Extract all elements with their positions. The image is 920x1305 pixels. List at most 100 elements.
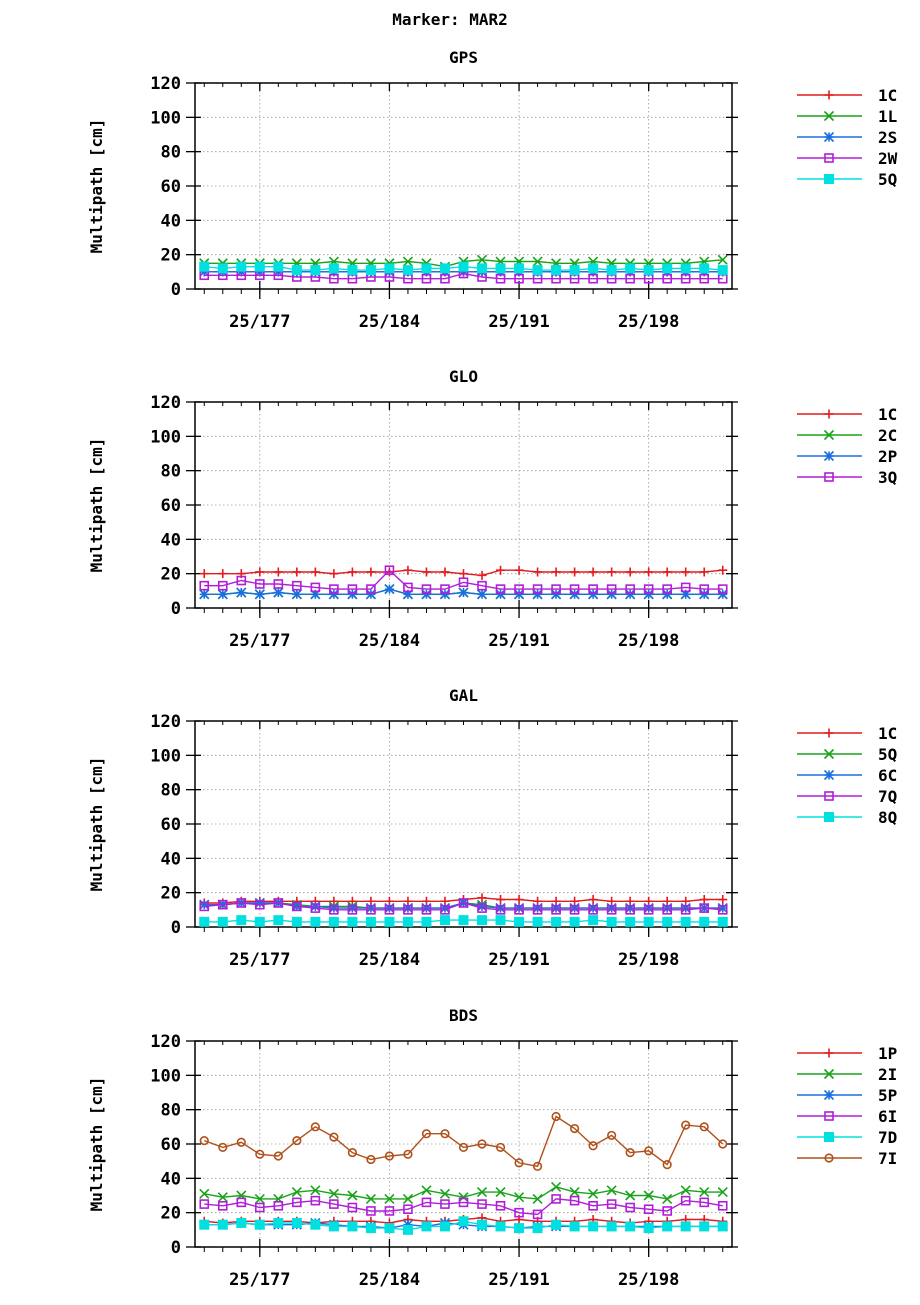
data-point — [421, 584, 432, 594]
data-point — [551, 1194, 561, 1204]
legend-item: 1C — [797, 724, 897, 743]
data-point — [217, 589, 228, 600]
legend-label: 5P — [878, 1086, 897, 1105]
legend-label: 7Q — [878, 787, 897, 806]
data-point — [310, 1219, 321, 1230]
data-point — [421, 1221, 432, 1232]
data-point — [217, 899, 228, 910]
data-point — [681, 1120, 691, 1130]
data-point — [403, 582, 413, 593]
data-point — [588, 905, 598, 915]
series-1c — [199, 565, 728, 580]
data-point — [588, 263, 599, 274]
data-point — [255, 1149, 265, 1159]
data-point — [588, 895, 598, 905]
x-tick-label: 25/184 — [359, 950, 420, 970]
data-point — [588, 1188, 599, 1199]
y-tick-label: 60 — [161, 1135, 181, 1155]
data-point — [217, 1201, 228, 1211]
x-tick-label: 25/191 — [488, 312, 549, 332]
legend-item: 7D — [797, 1128, 897, 1147]
data-point — [495, 273, 506, 284]
data-point — [643, 1223, 654, 1234]
data-point — [458, 1142, 469, 1153]
data-point — [236, 1217, 247, 1228]
data-point — [662, 584, 672, 594]
data-point — [292, 567, 302, 577]
data-point — [717, 589, 728, 600]
data-point — [199, 580, 210, 591]
data-point — [717, 265, 728, 276]
legend-marker — [824, 1111, 834, 1121]
data-point — [533, 567, 543, 577]
data-point — [366, 1206, 376, 1216]
data-point — [236, 1137, 246, 1147]
data-point — [625, 903, 636, 914]
data-point — [199, 1199, 210, 1209]
data-point — [551, 1219, 562, 1230]
data-point — [273, 915, 284, 926]
data-point — [458, 266, 469, 277]
data-point — [717, 905, 728, 915]
legend-item: 7I — [797, 1149, 897, 1168]
legend-item: 1C — [797, 86, 897, 105]
data-point — [569, 1195, 580, 1206]
data-point — [680, 1221, 691, 1232]
data-point — [273, 567, 283, 577]
data-point — [625, 273, 635, 284]
data-point — [329, 905, 339, 915]
data-point — [532, 1223, 543, 1234]
data-point — [569, 916, 580, 927]
data-point — [199, 1135, 209, 1146]
legend-marker — [824, 409, 834, 419]
data-point — [606, 916, 617, 927]
y-tick-label: 80 — [161, 781, 181, 801]
data-point — [366, 584, 376, 594]
data-point — [347, 916, 358, 927]
data-point — [477, 903, 487, 913]
series-2p — [199, 584, 728, 600]
figure-title: Marker: MAR2 — [392, 10, 508, 29]
data-point — [255, 567, 265, 577]
y-tick-label: 120 — [150, 74, 181, 94]
legend-marker — [824, 90, 834, 100]
data-point — [292, 901, 302, 912]
data-point — [254, 1219, 265, 1230]
data-point — [291, 589, 302, 600]
x-tick-label: 25/177 — [229, 1270, 290, 1290]
legend-item: 3Q — [797, 468, 897, 487]
data-point — [570, 567, 580, 577]
data-point — [606, 584, 617, 594]
data-point — [514, 916, 525, 927]
series-line — [204, 1115, 724, 1168]
data-point — [680, 903, 691, 914]
data-point — [402, 256, 414, 267]
data-point — [217, 1192, 228, 1203]
data-point — [402, 916, 413, 927]
data-point — [458, 261, 469, 272]
data-point — [273, 261, 284, 272]
legend-label: 1C — [878, 405, 897, 424]
data-point — [255, 1202, 265, 1213]
data-point — [680, 273, 691, 284]
data-point — [402, 265, 413, 276]
data-point — [310, 582, 321, 593]
data-point — [643, 1190, 654, 1201]
y-tick-label: 120 — [150, 1032, 181, 1052]
data-point — [588, 1221, 599, 1232]
data-point — [384, 916, 395, 927]
data-point — [569, 589, 580, 600]
data-point — [402, 903, 414, 914]
data-point — [699, 903, 710, 913]
data-point — [662, 1159, 672, 1170]
data-point — [347, 1221, 358, 1232]
data-point — [680, 589, 691, 600]
data-point — [551, 1181, 562, 1192]
data-point — [606, 903, 617, 914]
data-point — [273, 898, 284, 908]
data-point — [680, 582, 691, 593]
y-tick-label: 60 — [161, 815, 181, 835]
data-point — [236, 1197, 247, 1208]
data-point — [625, 263, 636, 274]
